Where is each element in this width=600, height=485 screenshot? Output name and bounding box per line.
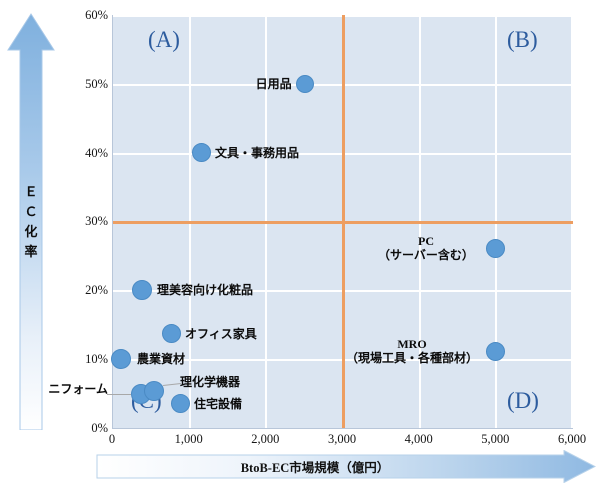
data-point-bubble[interactable] [486,238,505,258]
y-tick-60: 60% [85,8,108,22]
y-tick-40: 40% [85,146,108,160]
data-point-label-line1: PC [418,234,434,248]
data-point-label: 日用品 [255,77,292,91]
data-point-label: 理化学機器 [180,375,241,389]
y-tick-0: 0% [91,421,108,435]
data-point-label: 理美容向け化粧品 [157,283,254,297]
data-point-bubble[interactable] [132,280,153,301]
data-point-label-line1: MRO [397,337,427,351]
leader-line [107,393,131,395]
data-point-bubble[interactable] [143,380,164,401]
data-point-label: 文具・事務用品 [215,146,300,160]
data-point-label: オフィス家具 [185,327,257,341]
quadrant-label-d: (D) [507,388,539,413]
data-point-label: 農業資材 [137,352,186,366]
x-tick-4000: 4,000 [404,432,433,446]
y-axis-title-char-0: Ｅ [24,184,38,199]
x-tick-3000: 3,000 [327,432,357,446]
data-point-label-line2: （現場工具・各種部材） [345,351,478,365]
data-point-label: PC （サーバー含む） [369,234,483,262]
x-tick-5000: 5,000 [481,432,510,446]
reference-line-horizontal-30pct [113,221,573,224]
ec-rate-axis-arrow [6,10,56,430]
x-tick-1000: 1,000 [174,432,203,446]
y-axis-tick-labels: 60% 50% 40% 30% 20% 10% 0% [58,0,108,440]
quadrant-label-b: (B) [507,27,538,52]
data-point-label-uniform: ニフォーム [48,382,108,396]
data-point-bubble[interactable] [171,394,190,414]
y-tick-20: 20% [85,283,108,297]
y-axis-title-char-2: 化 [24,224,38,239]
x-tick-2000: 2,000 [251,432,280,446]
y-tick-30: 30% [85,214,108,228]
data-point-bubble[interactable] [295,74,314,93]
x-axis-title: BtoB-EC市場規模（億円） [240,461,390,475]
data-point-bubble[interactable] [191,143,211,163]
data-point-bubble[interactable] [486,342,505,361]
plot-area: (A) (B) (C) (D) 日用品 文具・事務用品 PC （サーバー含む） … [107,15,573,429]
data-point-label: 住宅設備 [194,397,243,411]
market-size-axis-arrow [96,450,596,483]
x-tick-6000: 6,000 [557,432,587,446]
data-point-label: MRO （現場工具・各種部材） [341,337,483,365]
data-point-bubble[interactable] [111,349,132,370]
data-point-bubble[interactable] [162,324,181,344]
y-axis-title-char-3: 率 [24,244,38,259]
data-point-label-line2: （サーバー含む） [378,248,474,262]
y-tick-50: 50% [85,77,108,91]
y-axis-title: Ｅ Ｃ 化 率 [14,182,48,262]
y-axis-title-char-1: Ｃ [24,204,38,219]
y-tick-10: 10% [85,352,108,366]
quadrant-label-a: (A) [148,27,180,52]
leader-line [162,383,182,386]
x-tick-0: 0 [108,432,116,446]
